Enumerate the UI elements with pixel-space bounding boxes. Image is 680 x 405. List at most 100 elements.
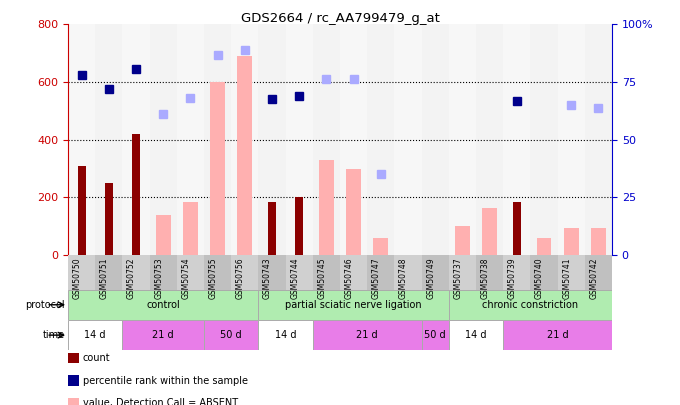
Text: chronic constriction: chronic constriction	[482, 300, 579, 310]
Text: control: control	[146, 300, 180, 310]
Bar	[204, 320, 258, 350]
Text: GSM50740: GSM50740	[535, 257, 544, 299]
Text: percentile rank within the sample: percentile rank within the sample	[83, 376, 248, 386]
Text: 21 d: 21 d	[152, 330, 174, 340]
Bar	[422, 24, 449, 255]
Bar	[68, 255, 95, 290]
Bar	[537, 238, 551, 255]
Bar	[258, 24, 286, 255]
Bar	[476, 255, 503, 290]
Text: GSM50745: GSM50745	[318, 257, 326, 299]
Bar	[150, 24, 177, 255]
Text: GSM50738: GSM50738	[481, 257, 490, 298]
Bar	[313, 255, 340, 290]
Bar	[156, 215, 171, 255]
Bar	[373, 238, 388, 255]
Text: 50 d: 50 d	[220, 330, 242, 340]
Bar	[286, 255, 313, 290]
Text: 14 d: 14 d	[465, 330, 487, 340]
Bar	[422, 320, 449, 350]
Bar	[340, 255, 367, 290]
Bar	[482, 207, 497, 255]
Bar	[95, 24, 122, 255]
Text: GSM50751: GSM50751	[100, 257, 109, 298]
Text: GSM50743: GSM50743	[263, 257, 272, 299]
Text: time: time	[42, 330, 65, 340]
Bar	[394, 255, 422, 290]
Text: GSM50754: GSM50754	[182, 257, 190, 299]
Text: GSM50747: GSM50747	[372, 257, 381, 299]
Bar	[68, 24, 95, 255]
Bar	[177, 24, 204, 255]
Bar	[210, 82, 225, 255]
Text: GSM50744: GSM50744	[290, 257, 299, 299]
Bar	[340, 24, 367, 255]
Bar	[367, 255, 394, 290]
Text: GSM50741: GSM50741	[562, 257, 571, 298]
Text: GSM50737: GSM50737	[454, 257, 462, 299]
Bar	[122, 24, 150, 255]
Bar	[564, 228, 579, 255]
Bar	[286, 24, 313, 255]
Text: GSM50753: GSM50753	[154, 257, 163, 299]
Text: 14 d: 14 d	[84, 330, 106, 340]
Text: GSM50746: GSM50746	[345, 257, 354, 299]
Bar	[258, 255, 286, 290]
Bar	[204, 24, 231, 255]
Bar	[204, 255, 231, 290]
Bar	[132, 134, 140, 255]
Bar	[476, 24, 503, 255]
Text: GSM50752: GSM50752	[127, 257, 136, 298]
Text: 21 d: 21 d	[356, 330, 378, 340]
Bar	[422, 255, 449, 290]
Bar	[455, 226, 470, 255]
Bar	[449, 255, 476, 290]
Text: GDS2664 / rc_AA799479_g_at: GDS2664 / rc_AA799479_g_at	[241, 12, 439, 25]
Bar	[558, 24, 585, 255]
Bar	[313, 24, 340, 255]
Text: 50 d: 50 d	[424, 330, 446, 340]
Bar	[449, 320, 503, 350]
Text: count: count	[83, 354, 111, 363]
Text: GSM50748: GSM50748	[399, 257, 408, 298]
Text: partial sciatic nerve ligation: partial sciatic nerve ligation	[286, 300, 422, 310]
Bar	[122, 255, 150, 290]
Bar	[313, 320, 422, 350]
Bar	[530, 24, 558, 255]
Bar	[258, 290, 449, 320]
Bar	[585, 24, 612, 255]
Bar	[68, 320, 122, 350]
Text: GSM50755: GSM50755	[209, 257, 218, 299]
Bar	[150, 255, 177, 290]
Bar	[68, 290, 258, 320]
Bar	[346, 168, 361, 255]
Bar	[394, 24, 422, 255]
Bar	[503, 320, 612, 350]
Text: GSM50750: GSM50750	[73, 257, 82, 299]
Text: value, Detection Call = ABSENT: value, Detection Call = ABSENT	[83, 398, 238, 405]
Bar	[558, 255, 585, 290]
Text: GSM50742: GSM50742	[590, 257, 598, 298]
Text: 14 d: 14 d	[275, 330, 296, 340]
Bar	[231, 24, 258, 255]
Bar	[177, 255, 204, 290]
Bar	[78, 166, 86, 255]
Bar	[237, 56, 252, 255]
Bar	[231, 255, 258, 290]
Bar	[530, 255, 558, 290]
Bar	[258, 320, 313, 350]
Bar	[183, 202, 198, 255]
Text: GSM50756: GSM50756	[236, 257, 245, 299]
Bar	[122, 320, 204, 350]
Bar	[503, 255, 530, 290]
Bar	[591, 228, 606, 255]
Bar	[513, 202, 521, 255]
Bar	[449, 24, 476, 255]
Bar	[503, 24, 530, 255]
Text: 21 d: 21 d	[547, 330, 568, 340]
Bar	[295, 198, 303, 255]
Bar	[319, 160, 334, 255]
Text: GSM50739: GSM50739	[508, 257, 517, 299]
Bar	[367, 24, 394, 255]
Bar	[449, 290, 612, 320]
